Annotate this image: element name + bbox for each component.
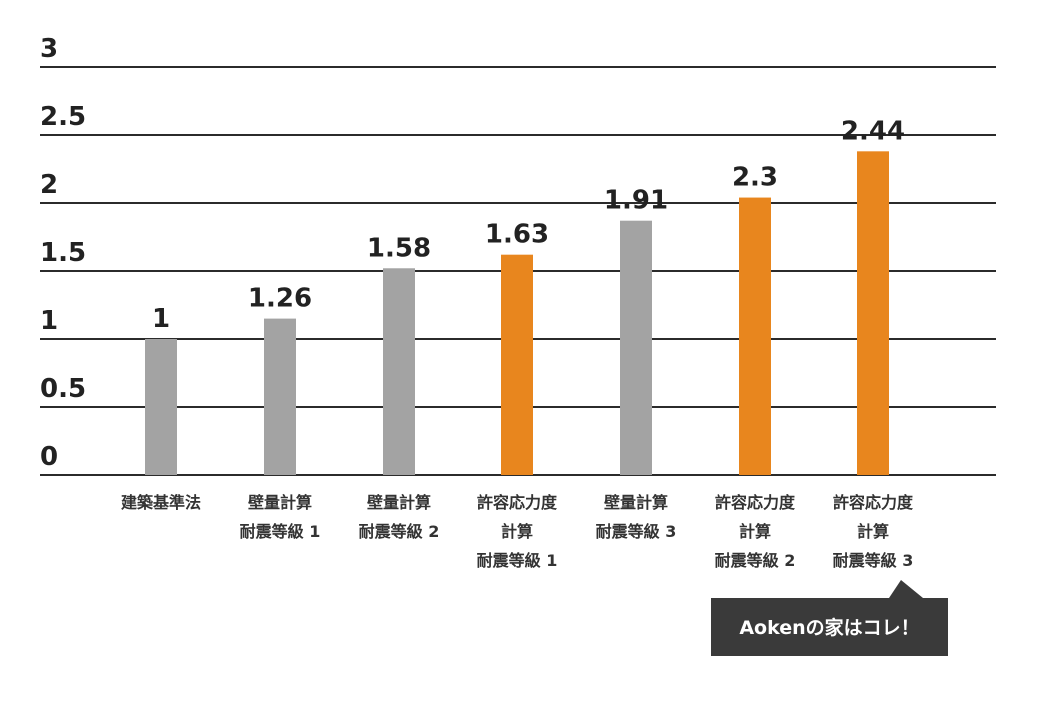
x-tick-label-line: 許容応力度 <box>477 493 558 512</box>
bar <box>857 151 889 475</box>
bar <box>145 339 177 475</box>
x-tick-label-line: 許容応力度 <box>715 493 796 512</box>
y-axis-ticks: 0 0.5 1 1.5 2 2.5 3 <box>40 34 86 472</box>
x-tick-label: 建築基準法 <box>121 493 201 512</box>
x-tick-label-line: 計算 <box>501 522 533 541</box>
x-tick-label-line: 耐震等級 2 <box>715 551 796 570</box>
bar-value-label: 1.58 <box>367 233 431 263</box>
x-tick-label: 壁量計算耐震等級 3 <box>596 493 677 541</box>
x-tick-label-line: 許容応力度 <box>833 493 914 512</box>
x-tick-label-line: 耐震等級 2 <box>359 522 440 541</box>
callout-text: Aokenの家はコレ！ <box>739 616 919 639</box>
bar-value-label: 2.3 <box>732 163 778 193</box>
y-tick-label: 1.5 <box>40 238 86 268</box>
bar <box>383 268 415 475</box>
x-tick-label-line: 耐震等級 1 <box>477 551 558 570</box>
x-tick-label-line: 耐震等級 3 <box>833 551 914 570</box>
x-tick-label: 許容応力度計算耐震等級 1 <box>477 493 558 570</box>
x-tick-label: 壁量計算耐震等級 1 <box>240 493 321 541</box>
x-tick-label: 許容応力度計算耐震等級 2 <box>715 493 796 570</box>
callout-pointer <box>889 580 923 598</box>
x-tick-label-line: 計算 <box>739 522 771 541</box>
x-tick-label-line: 壁量計算 <box>367 493 431 512</box>
bar <box>620 220 652 475</box>
x-tick-label-line: 壁量計算 <box>604 493 668 512</box>
x-tick-label: 壁量計算耐震等級 2 <box>359 493 440 541</box>
bar-value-label: 1.26 <box>248 284 312 314</box>
y-tick-label: 0.5 <box>40 374 86 404</box>
bar-value-label: 1.91 <box>604 186 668 216</box>
bar <box>739 197 771 475</box>
value-labels: 1 1.26 1.58 1.63 1.91 2.3 2.44 <box>152 116 905 334</box>
x-tick-label-line: 耐震等級 3 <box>596 522 677 541</box>
x-tick-label-line: 壁量計算 <box>248 493 312 512</box>
x-tick-label-line: 建築基準法 <box>121 493 201 512</box>
x-tick-label: 許容応力度計算耐震等級 3 <box>833 493 914 570</box>
x-tick-label-line: 計算 <box>857 522 889 541</box>
y-tick-label: 2.5 <box>40 102 86 132</box>
bar-value-label: 2.44 <box>841 116 905 146</box>
y-tick-label: 0 <box>40 442 58 472</box>
x-tick-label-line: 耐震等級 1 <box>240 522 321 541</box>
y-tick-label: 3 <box>40 34 58 64</box>
y-tick-label: 1 <box>40 306 58 336</box>
bar <box>264 318 296 475</box>
callout-box <box>711 598 948 656</box>
bars <box>145 151 889 475</box>
callout: Aokenの家はコレ！ <box>711 580 948 656</box>
bar <box>501 254 533 475</box>
bar-value-label: 1.63 <box>485 220 549 250</box>
bar-value-label: 1 <box>152 304 170 334</box>
y-tick-label: 2 <box>40 170 58 200</box>
